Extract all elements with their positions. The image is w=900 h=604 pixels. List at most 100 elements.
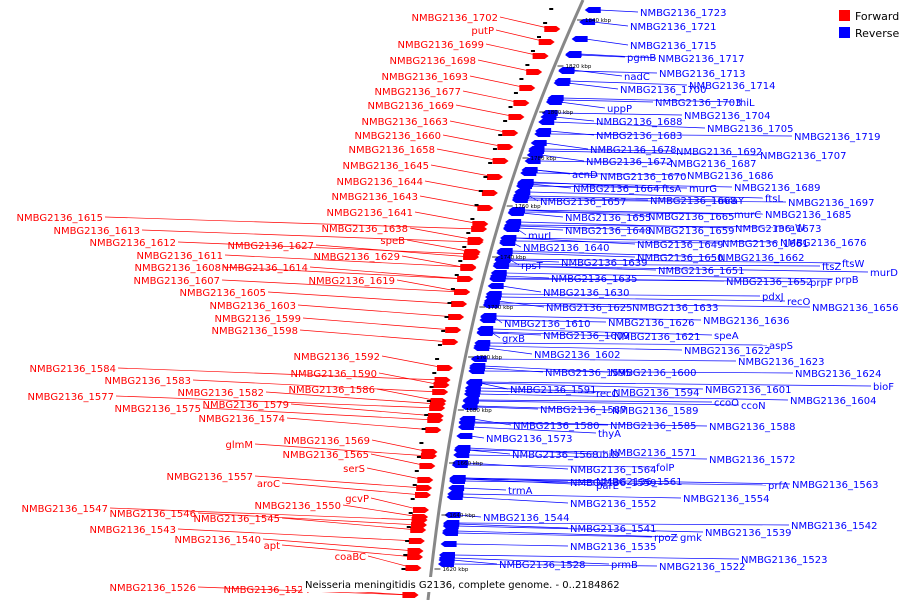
gene-label-nmbg2136-1522: NMBG2136_1522: [659, 562, 745, 573]
connector-asps: [488, 342, 768, 346]
gene-label-nmbg2136-1651: NMBG2136_1651: [658, 266, 744, 277]
gene-label-nmbg2136-1544: NMBG2136_1544: [483, 513, 569, 524]
connector-nmbg2136-1542: [457, 522, 790, 526]
gene-label-nmbg2136-1686: NMBG2136_1686: [687, 171, 773, 182]
minor-feature-mark: [447, 302, 452, 304]
gene-feature-ccon: [462, 398, 479, 404]
scale-tick-label: 1700 kbp: [476, 355, 502, 361]
connector-nmbg2136-1575: [202, 407, 436, 421]
connector-nmbg2136-1700: [567, 82, 619, 90]
gene-feature-nmbg2136-1723: [584, 7, 601, 13]
gene-feature-spea: [477, 326, 494, 332]
gene-feature-coabc: [405, 565, 422, 571]
connector-nmbg2136-1598: [299, 329, 451, 343]
connector-reco: [498, 296, 786, 302]
minor-feature-mark: [450, 288, 455, 290]
gene-label-gcvp: gcvP: [345, 494, 369, 505]
connector-aroc: [281, 482, 424, 496]
gene-feature-nmbg2136-1598: [442, 339, 459, 345]
connector-nmbg2136-1678: [544, 142, 589, 150]
gene-label-nmbg2136-1552: NMBG2136_1552: [570, 499, 656, 510]
legend-forward-swatch: [839, 10, 850, 21]
connector-spea: [491, 328, 713, 336]
scale-tick-label: 1660 kbp: [457, 461, 483, 467]
minor-feature-mark: [429, 386, 434, 388]
gene-feature-nmbg2136-1688: [540, 114, 557, 120]
connector-ftsa: [531, 181, 661, 189]
minor-feature-mark: [403, 554, 408, 556]
minor-feature-mark: [458, 260, 463, 262]
connector-prpb: [504, 272, 834, 280]
connector-ftsl: [528, 191, 764, 199]
gene-label-nmbg2136-1699: NMBG2136_1699: [398, 40, 484, 51]
gene-label-nmbg2136-1636: NMBG2136_1636: [703, 316, 789, 327]
scale-tick-label: 1740 kbp: [500, 255, 526, 261]
connector-nmbg2136-1546: [197, 512, 420, 526]
gene-label-nmbg2136-1589: NMBG2136_1589: [612, 406, 698, 417]
connector-nmbg2136-1528: [452, 559, 498, 565]
gene-label-nmbg2136-1613: NMBG2136_1613: [54, 226, 140, 237]
connector-nmbg2136-1683: [549, 130, 595, 136]
gene-label-nmbg2136-1704: NMBG2136_1704: [684, 111, 770, 122]
gene-label-ftsa: ftsA: [662, 184, 681, 195]
gene-label-ccoo: ccoO: [714, 398, 739, 409]
gene-feature-ftsw: [494, 256, 511, 262]
connector-nmbg2136-1574: [286, 417, 434, 431]
gene-label-nmbg2136-1572: NMBG2136_1572: [709, 455, 795, 466]
gene-label-murg: murG: [689, 184, 717, 195]
gene-feature-nmbg2136-1540: [407, 548, 424, 554]
connector-nmbg2136-1704: [555, 112, 683, 116]
gene-label-nmbg2136-1719: NMBG2136_1719: [794, 132, 880, 143]
gene-feature-nmbg2136-1700: [553, 80, 570, 86]
minor-feature-mark: [444, 316, 449, 318]
gene-feature-nmbg2136-1641: [472, 221, 489, 227]
gene-label-mray: mraY: [718, 196, 745, 207]
connector-nmbg2136-1535: [454, 543, 569, 547]
gene-label-gmk: gmk: [680, 533, 702, 544]
gene-label-mraw: mraW: [775, 223, 805, 234]
gene-feature-nmbg2136-1590: [433, 382, 450, 388]
gene-label-nmbg2136-1678: NMBG2136_1678: [590, 145, 676, 156]
gene-label-nmbg2136-1580: NMBG2136_1580: [513, 421, 599, 432]
connector-nmbg2136-1571: [467, 449, 609, 453]
connector-nmbg2136-1713: [572, 70, 658, 74]
connector-nmbg2136-1655: [521, 212, 564, 218]
connector-ccoo: [476, 399, 713, 403]
connector-nmbg2136-1648: [517, 227, 564, 231]
gene-label-nmbg2136-1713: NMBG2136_1713: [659, 69, 745, 80]
gene-feature-nmbg2136-1651: [492, 263, 509, 269]
gene-feature-folp: [451, 462, 468, 468]
connector-nmbg2136-1545: [281, 517, 419, 531]
gene-label-nmbg2136-1687: NMBG2136_1687: [670, 159, 756, 170]
minor-feature-mark: [405, 540, 410, 542]
gene-feature-nmbg2136-1685: [508, 207, 525, 213]
gene-label-nmbg2136-1598: NMBG2136_1598: [212, 326, 298, 337]
connector-nmbg2136-1699: [485, 43, 541, 57]
gene-label-nmbg2136-1546: NMBG2136_1546: [110, 509, 196, 520]
connector-nmbg2136-1585: [472, 422, 609, 426]
gene-label-pgmb: pgmB: [627, 53, 656, 64]
connector-nmbg2136-1677: [462, 90, 522, 104]
connector-nmbg2136-1591: [479, 382, 509, 390]
gene-label-glmm: glmM: [226, 440, 254, 451]
gene-label-nmbg2136-1649: NMBG2136_1649: [637, 240, 723, 251]
gene-label-nmbg2136-1528: NMBG2136_1528: [499, 560, 585, 571]
gene-feature-nmbg2136-1689: [517, 180, 534, 186]
gene-feature-mraw: [504, 222, 521, 228]
gene-feature-nmbg2136-1586: [430, 398, 447, 404]
gene-label-spea: speA: [714, 331, 739, 342]
gene-feature-nmbg2136-1573: [456, 433, 473, 439]
gene-feature-nmbg2136-1663: [502, 130, 519, 136]
gene-label-nmbg2136-1683: NMBG2136_1683: [596, 131, 682, 142]
gene-label-thil: thiL: [736, 98, 755, 109]
gene-label-nmbg2136-1524: NMBG2136_1524: [224, 585, 310, 596]
connector-nmbg2136-1557: [254, 475, 425, 489]
gene-label-nmbg2136-1619: NMBG2136_1619: [309, 276, 395, 287]
gene-feature-nmbg2136-1614: [457, 276, 474, 282]
gene-label-ftsz: ftsZ: [822, 262, 841, 273]
gene-label-nmbg2136-1622: NMBG2136_1622: [684, 346, 770, 357]
gene-label-nmbg2136-1601: NMBG2136_1601: [705, 385, 791, 396]
connector-rpoz: [455, 532, 653, 538]
connector-nmbg2136-1626: [493, 319, 607, 323]
connector-nmbg2136-1594: [478, 387, 612, 393]
